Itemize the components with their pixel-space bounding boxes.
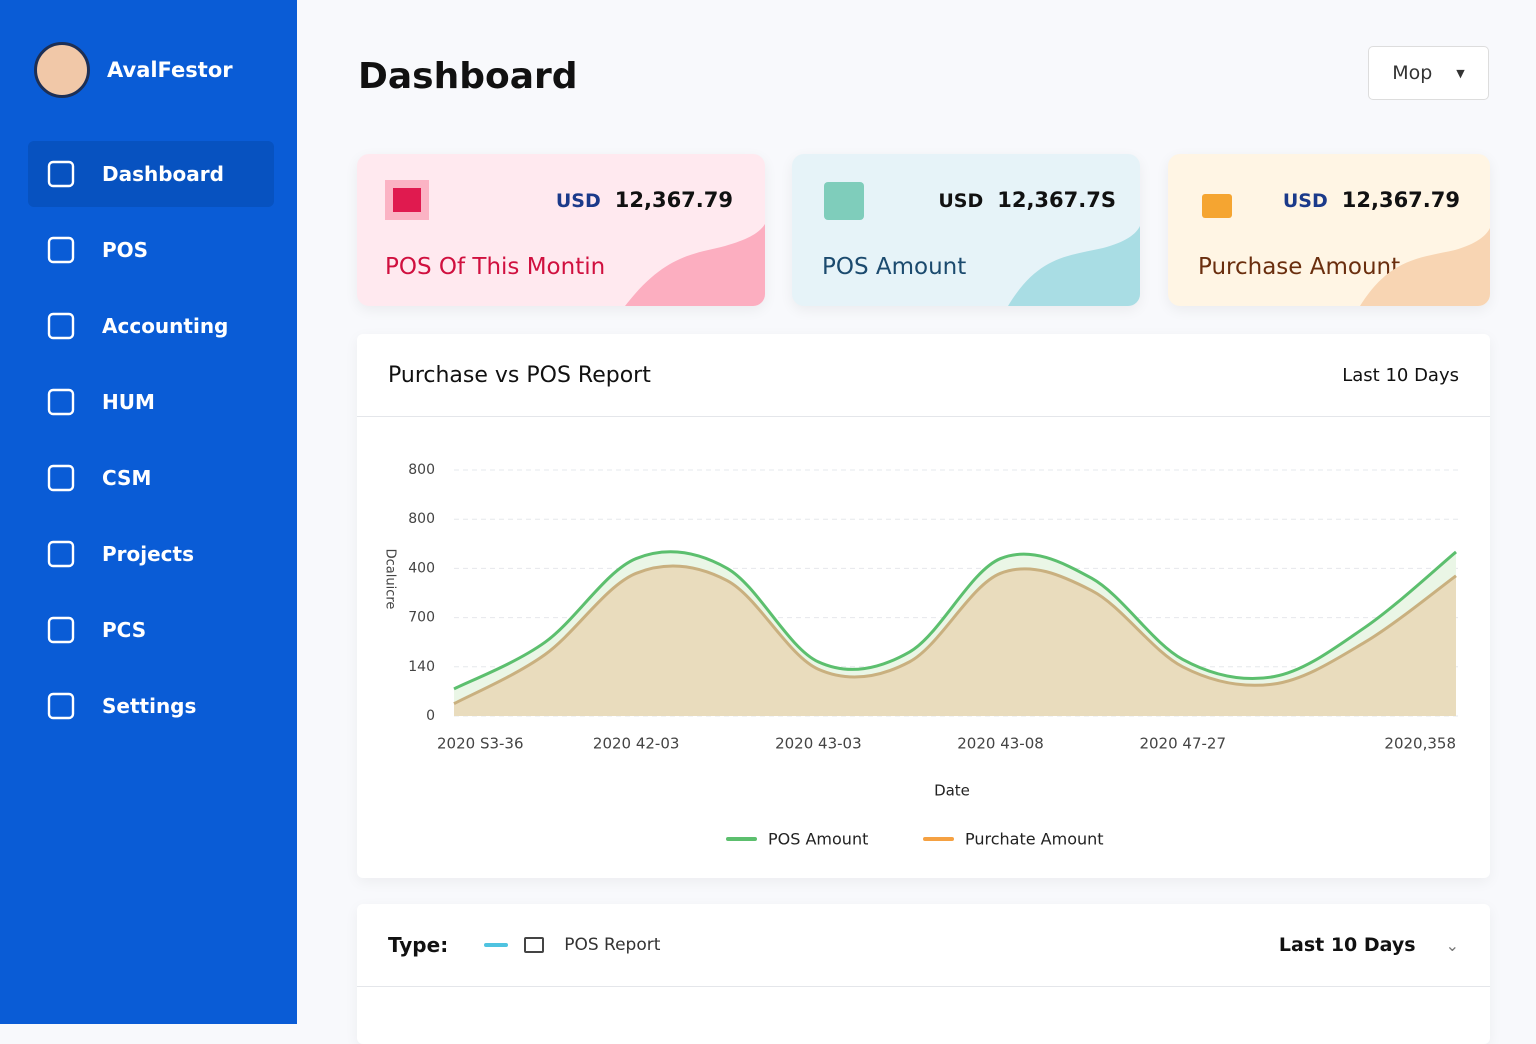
nav-label: PCS (102, 618, 147, 642)
report: POS Report (564, 935, 661, 955)
line (453, 564, 1457, 706)
y-tick-label: 140 (408, 659, 435, 675)
value: 12,367.79 (614, 188, 733, 212)
user-name: AvalFestor (107, 58, 233, 82)
legend-label: Purchate Amount (965, 830, 1104, 849)
card-label: POS Amount (822, 254, 967, 280)
filter-label: Type: (388, 933, 449, 957)
nav-item[interactable]: POS (28, 217, 274, 283)
chart: 0 140 700 400 800 800 Dcaluicre 2020 S3-36 2020 … (383, 462, 1462, 849)
x-tick-label: 2020 43-03 (775, 735, 862, 753)
y-tick-label: 800 (408, 511, 435, 527)
card: USD 12,367.79 Purchase Amount (1168, 154, 1490, 306)
wave (1008, 226, 1140, 306)
swatch (484, 943, 509, 947)
nav-icon (47, 464, 75, 492)
card-label: POS Of This Montin (385, 254, 606, 280)
amount: USD 12,367.79 (1283, 188, 1460, 212)
report-icon (524, 937, 545, 953)
nav-icon (47, 160, 75, 188)
avatar (34, 42, 90, 98)
value: 12,367.7S (997, 188, 1116, 212)
nav-icon (47, 312, 75, 340)
value: 12,367.79 (1341, 188, 1460, 212)
line (453, 550, 1457, 691)
nav-item[interactable]: CSM (28, 445, 274, 511)
card: USD 12,367.79 POS Of This Montin (357, 154, 765, 306)
x-tick-label: 2020 43-08 (957, 735, 1044, 753)
y-tick-label: 700 (408, 610, 435, 626)
amount: USD 12,367.7S (938, 188, 1116, 212)
currency: USD (938, 190, 984, 212)
filter-panel: Type: POS Report Last 10 Days ⌄ (357, 904, 1490, 1044)
card-label: Purchase Amount (1198, 254, 1401, 280)
x-tick-label: 2020,358 (1384, 735, 1456, 753)
caret: ▼ (1456, 66, 1465, 80)
dropdown-label: Mop (1392, 62, 1433, 84)
nav-label: HUM (102, 390, 155, 414)
nav-item[interactable]: Accounting (28, 293, 274, 359)
chart-panel: Purchase vs POS Report Last 10 Days 0 140… (357, 334, 1490, 878)
wave (625, 224, 765, 306)
card: USD 12,367.7S POS Amount (792, 154, 1140, 306)
nav-icon (47, 692, 75, 720)
currency: USD (555, 190, 601, 212)
icon (385, 180, 429, 220)
nav-icon (47, 616, 75, 644)
y-tick-label: 400 (408, 560, 435, 576)
icon (824, 182, 864, 220)
x-tick-label: 2020 42-03 (593, 735, 680, 753)
nav-label: Settings (102, 694, 197, 718)
nav-label: POS (102, 238, 149, 262)
area (454, 565, 1456, 716)
page-title: Dashboard (358, 56, 578, 97)
period[interactable]: Last 10 Days (1342, 364, 1459, 386)
filter-period[interactable]: Last 10 Days (1278, 934, 1416, 956)
chart-title: Purchase vs POS Report (388, 362, 651, 388)
y-tick-label: 0 (426, 708, 435, 724)
x-tick-label: 2020 47-27 (1139, 735, 1226, 753)
nav-item[interactable]: Settings (28, 673, 274, 739)
nav: Dashboard POS Accounting HUM CSM Projects PCS S… (28, 141, 274, 749)
panel-header: Purchase vs POS Report Last 10 Days (357, 334, 1490, 417)
dropdown[interactable]: Mop ▼ (1368, 46, 1489, 100)
chevron: ⌄ (1445, 935, 1459, 955)
nav-label: Dashboard (102, 162, 224, 186)
icon (1202, 194, 1232, 218)
sidebar: AvalFestor Dashboard POS Accounting HUM CSM P… (0, 0, 297, 1024)
wave (1360, 228, 1490, 306)
user: AvalFestor (34, 42, 233, 98)
nav-label: Projects (102, 542, 195, 566)
x-tick-label: 2020 S3-36 (437, 735, 524, 753)
y-tick-label: 800 (408, 462, 435, 478)
currency: USD (1282, 190, 1328, 212)
nav-label: CSM (102, 466, 152, 490)
nav-item[interactable]: HUM (28, 369, 274, 435)
nav-item[interactable]: Projects (28, 521, 274, 587)
nav-icon (47, 540, 75, 568)
nav-label: Accounting (102, 314, 229, 338)
nav-icon (47, 388, 75, 416)
filter-bar: Type: POS Report Last 10 Days ⌄ (357, 904, 1490, 987)
amount: USD 12,367.79 (556, 188, 733, 212)
legend-label: POS Amount (768, 830, 868, 849)
nav-item[interactable]: PCS (28, 597, 274, 663)
nav-icon (47, 236, 75, 264)
nav-item[interactable]: Dashboard (28, 141, 274, 207)
y-axis-label: Dcaluicre (383, 549, 398, 610)
x-axis-label: Date (934, 782, 970, 800)
